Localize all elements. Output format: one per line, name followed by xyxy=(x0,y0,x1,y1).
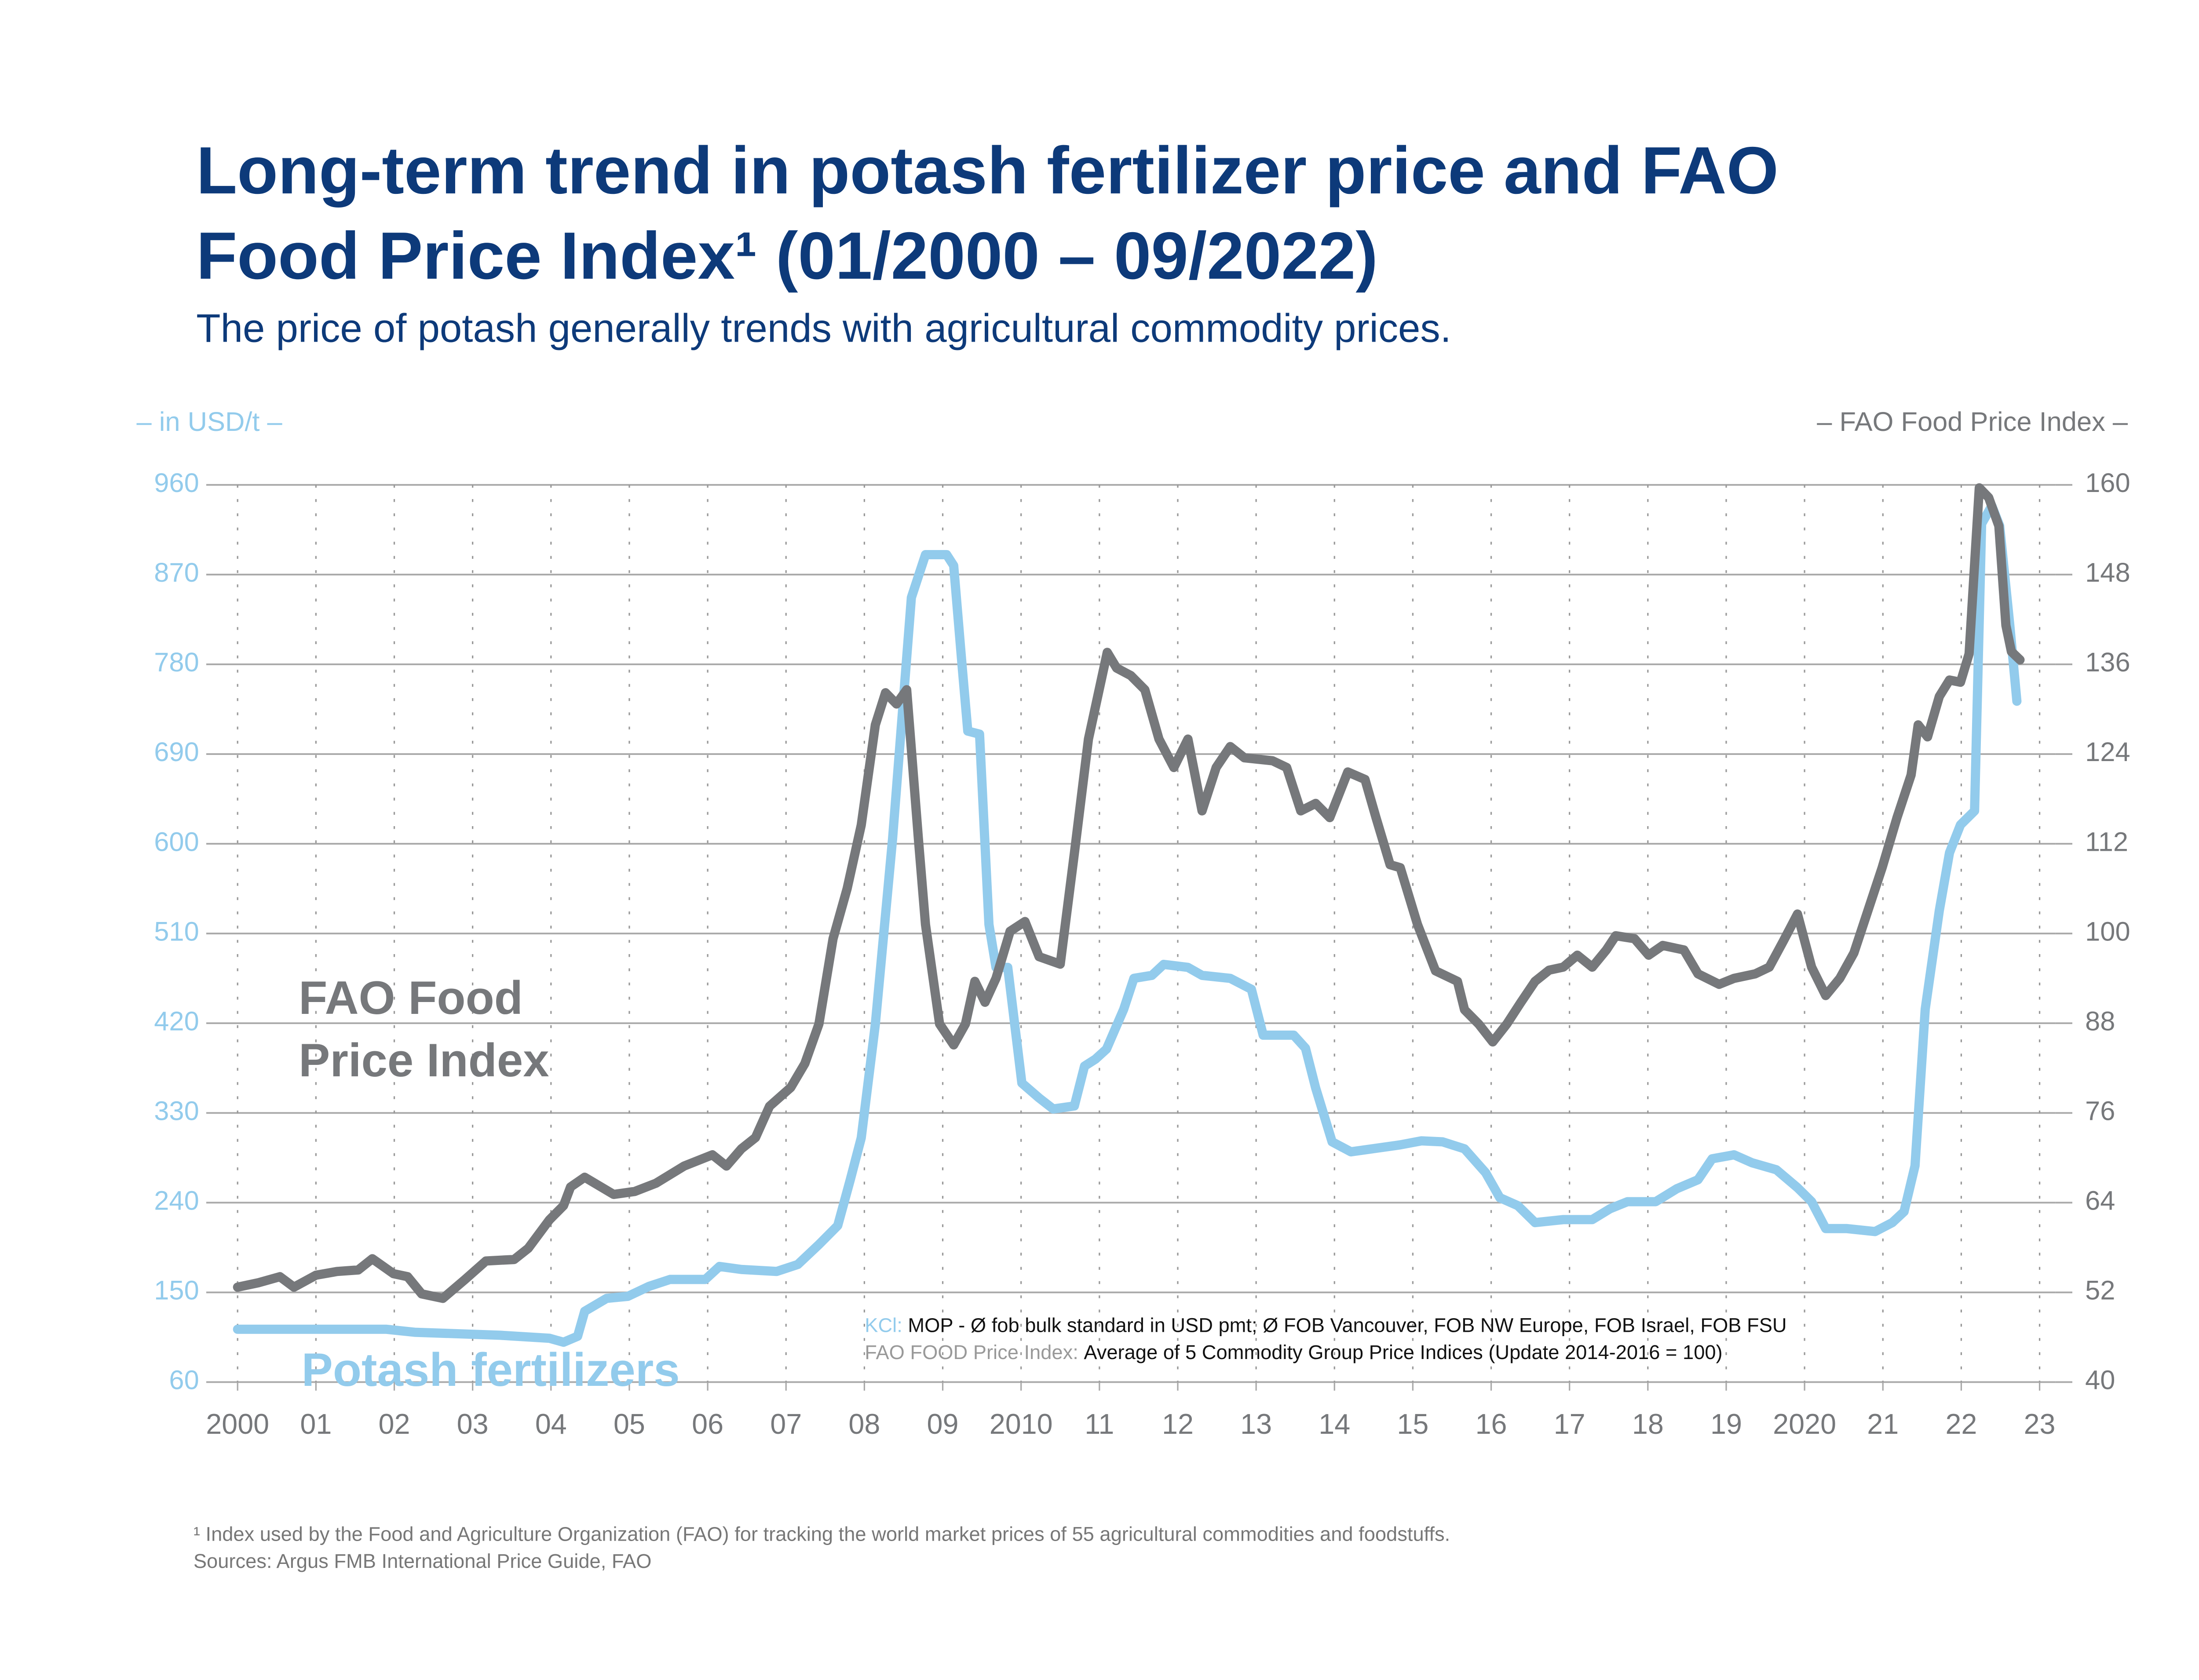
x-tick-label: 22 xyxy=(1945,1408,1977,1440)
y2-tick-label: 160 xyxy=(2085,468,2130,498)
y2-tick-label: 64 xyxy=(2085,1186,2115,1216)
x-tick-label: 04 xyxy=(535,1408,567,1440)
y2-tick-label: 124 xyxy=(2085,737,2130,767)
series-label: FAO Food Price Index xyxy=(299,971,549,1086)
y-tick-label: 240 xyxy=(154,1186,199,1216)
note: KCl: MOP - Ø fob bulk standard in USD pm… xyxy=(865,1314,1786,1336)
x-tick-label: 17 xyxy=(1554,1408,1585,1440)
x-tick-label: 05 xyxy=(614,1408,645,1440)
y2-tick-label: 100 xyxy=(2085,916,2130,947)
note: FAO FOOD Price Index: Average of 5 Commo… xyxy=(865,1341,1722,1363)
x-tick-label: 11 xyxy=(1085,1408,1114,1440)
x-tick-label: 09 xyxy=(927,1408,959,1440)
y-tick-label: 330 xyxy=(154,1096,199,1126)
x-tick-label: 2000 xyxy=(206,1408,269,1440)
lines xyxy=(233,483,2025,1347)
note-text: Average of 5 Commodity Group Price Indic… xyxy=(1084,1341,1722,1363)
x-tick-label: 19 xyxy=(1710,1408,1742,1440)
x-tick-label: 2010 xyxy=(990,1408,1053,1440)
x-tick-label: 15 xyxy=(1397,1408,1428,1440)
title-box: Long-term trend in potash fertilizer pri… xyxy=(196,132,1779,293)
x-tick-label: 2020 xyxy=(1773,1408,1836,1440)
x-tick-label: 14 xyxy=(1319,1408,1350,1440)
footnote: ¹ Index used by the Food and Agriculture… xyxy=(194,1523,1450,1545)
x-tick-label: 06 xyxy=(692,1408,723,1440)
y-tick-label: 150 xyxy=(154,1275,199,1306)
x-tick-label: 13 xyxy=(1240,1408,1272,1440)
y2-tick-label: 88 xyxy=(2085,1006,2115,1036)
x-tick-label: 03 xyxy=(457,1408,489,1440)
y2-tick-label: 52 xyxy=(2085,1275,2115,1306)
y-axis-label: – in USD/t – xyxy=(136,407,282,437)
y2-tick-label: 148 xyxy=(2085,558,2130,588)
chart-title: Long-term trend in potash fertilizer pri… xyxy=(196,132,1779,293)
x-tick-label: 16 xyxy=(1476,1408,1507,1440)
x-tick-label: 08 xyxy=(848,1408,880,1440)
y-tick-label: 780 xyxy=(154,647,199,678)
y-tick-label: 690 xyxy=(154,737,199,767)
y-tick-label: 600 xyxy=(154,827,199,857)
note-label: KCl: xyxy=(865,1314,902,1336)
x-tick-label: 02 xyxy=(379,1408,410,1440)
y-tick-label: 510 xyxy=(154,916,199,947)
x-tick-label: 23 xyxy=(2024,1408,2056,1440)
footnote: Sources: Argus FMB International Price G… xyxy=(194,1550,652,1572)
series-label-box: FAO Food Price Index xyxy=(299,971,549,1086)
note-label: FAO FOOD Price Index: xyxy=(865,1341,1078,1363)
y2-tick-label: 112 xyxy=(2085,827,2128,857)
x-tick-label: 12 xyxy=(1162,1408,1194,1440)
x-tick-label: 21 xyxy=(1867,1408,1899,1440)
y-tick-label: 960 xyxy=(154,468,199,498)
y-tick-label: 420 xyxy=(154,1006,199,1036)
y2-tick-label: 136 xyxy=(2085,647,2130,678)
x-tick-label: 01 xyxy=(300,1408,332,1440)
series-line xyxy=(233,501,2022,1347)
y2-axis-label: – FAO Food Price Index – xyxy=(1817,407,2128,437)
series-line xyxy=(233,483,2025,1303)
x-tick-label: 07 xyxy=(770,1408,802,1440)
y-tick-label: 60 xyxy=(169,1365,199,1396)
series-label: Potash fertilizers xyxy=(302,1343,680,1396)
grid: 60 150 240 330 420 510 600 690 780 870 960 40 52 64 76… xyxy=(154,468,2130,1440)
note-text: MOP - Ø fob bulk standard in USD pmt; Ø … xyxy=(908,1314,1786,1336)
y2-tick-label: 40 xyxy=(2085,1365,2115,1396)
y2-tick-label: 76 xyxy=(2085,1096,2115,1126)
y-tick-label: 870 xyxy=(154,558,199,588)
chart-subtitle: The price of potash generally trends wit… xyxy=(196,306,1451,350)
x-tick-label: 18 xyxy=(1632,1408,1664,1440)
